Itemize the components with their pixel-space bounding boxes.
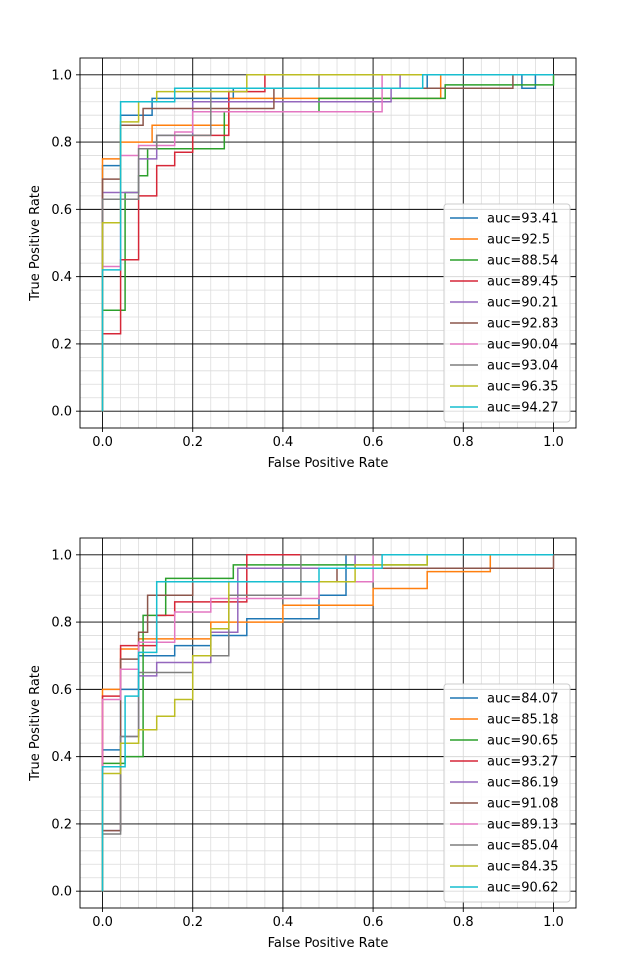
roc-chart-2: 0.0 0.2 0.4 0.6 0.8 1.0 0.0 0.2 0.4 0.6 0.8 1.0 Fals… — [28, 537, 577, 951]
roc-chart-1: 0.0 0.2 0.4 0.6 0.8 1.0 0.0 0.2 0.4 0.6 0.8 1.0 Fals… — [28, 57, 577, 471]
roc-curve-8 — [101, 74, 554, 412]
legend-label: auc=94.27 — [487, 401, 558, 416]
x-tick-label: 0.2 — [182, 435, 203, 450]
legend: auc=84.07 auc=85.18 auc=90.65 auc=93.27 auc=… — [443, 683, 571, 903]
y-tick-label: 1.0 — [51, 548, 72, 563]
x-tick-label: 0.8 — [453, 435, 474, 450]
legend-label: auc=93.04 — [487, 359, 558, 374]
y-axis-label: True Positive Rate — [28, 185, 43, 302]
roc-curves — [101, 74, 555, 412]
legend-label: auc=85.18 — [487, 713, 558, 728]
plot-frame — [79, 57, 577, 429]
x-tick-label: 0.0 — [92, 435, 113, 450]
legend-box — [443, 203, 571, 423]
legend-label: auc=93.27 — [487, 755, 558, 770]
legend-label: auc=85.04 — [487, 839, 558, 854]
x-tick-label: 0.4 — [273, 915, 294, 930]
y-tick-label: 0.2 — [51, 337, 72, 352]
roc-curve-3 — [101, 74, 555, 412]
roc-curve-10 — [101, 74, 554, 412]
y-tick-label: 0.4 — [51, 750, 72, 765]
roc-curve-9 — [101, 554, 554, 892]
y-tick-label: 0.6 — [51, 683, 72, 698]
x-tick-label: 0.8 — [453, 915, 474, 930]
y-tick-label: 0.8 — [51, 616, 72, 631]
legend-label: auc=90.04 — [487, 338, 558, 353]
y-tick-label: 0.0 — [51, 885, 72, 900]
x-tick-label: 0.4 — [273, 435, 294, 450]
x-tick-label: 0.6 — [363, 435, 384, 450]
legend-label: auc=91.08 — [487, 797, 558, 812]
legend-label: auc=89.45 — [487, 275, 558, 290]
legend-label: auc=89.13 — [487, 818, 558, 833]
plot-frame — [79, 537, 577, 909]
y-tick-label: 0.8 — [51, 136, 72, 151]
roc-curve-6 — [101, 74, 554, 412]
x-tick-label: 1.0 — [543, 435, 564, 450]
roc-curve-2 — [101, 74, 554, 412]
legend-label: auc=86.19 — [487, 776, 558, 791]
legend-label: auc=88.54 — [487, 254, 558, 269]
legend-label: auc=84.07 — [487, 692, 558, 707]
x-tick-label: 0.0 — [92, 915, 113, 930]
legend-label: auc=90.62 — [487, 881, 558, 896]
x-axis-label: False Positive Rate — [268, 456, 389, 471]
x-tick-label: 1.0 — [543, 915, 564, 930]
y-tick-label: 0.4 — [51, 270, 72, 285]
legend-label: auc=90.21 — [487, 296, 558, 311]
x-axis-label: False Positive Rate — [268, 936, 389, 951]
roc-curves — [101, 554, 555, 892]
y-tick-label: 0.0 — [51, 405, 72, 420]
legend-label: auc=84.35 — [487, 860, 558, 875]
y-tick-label: 1.0 — [51, 68, 72, 83]
x-tick-label: 0.2 — [182, 915, 203, 930]
legend: auc=93.41 auc=92.5 auc=88.54 auc=89.45 auc=9… — [443, 203, 571, 423]
y-axis-label: True Positive Rate — [28, 665, 43, 782]
x-tick-label: 0.6 — [363, 915, 384, 930]
legend-box — [443, 683, 571, 903]
y-tick-label: 0.2 — [51, 817, 72, 832]
legend-label: auc=93.41 — [487, 212, 558, 227]
y-tick-label: 0.6 — [51, 203, 72, 218]
legend-label: auc=96.35 — [487, 380, 558, 395]
legend-label: auc=90.65 — [487, 734, 558, 749]
legend-label: auc=92.5 — [487, 233, 550, 248]
roc-curve-10 — [101, 554, 554, 892]
legend-label: auc=92.83 — [487, 317, 558, 332]
